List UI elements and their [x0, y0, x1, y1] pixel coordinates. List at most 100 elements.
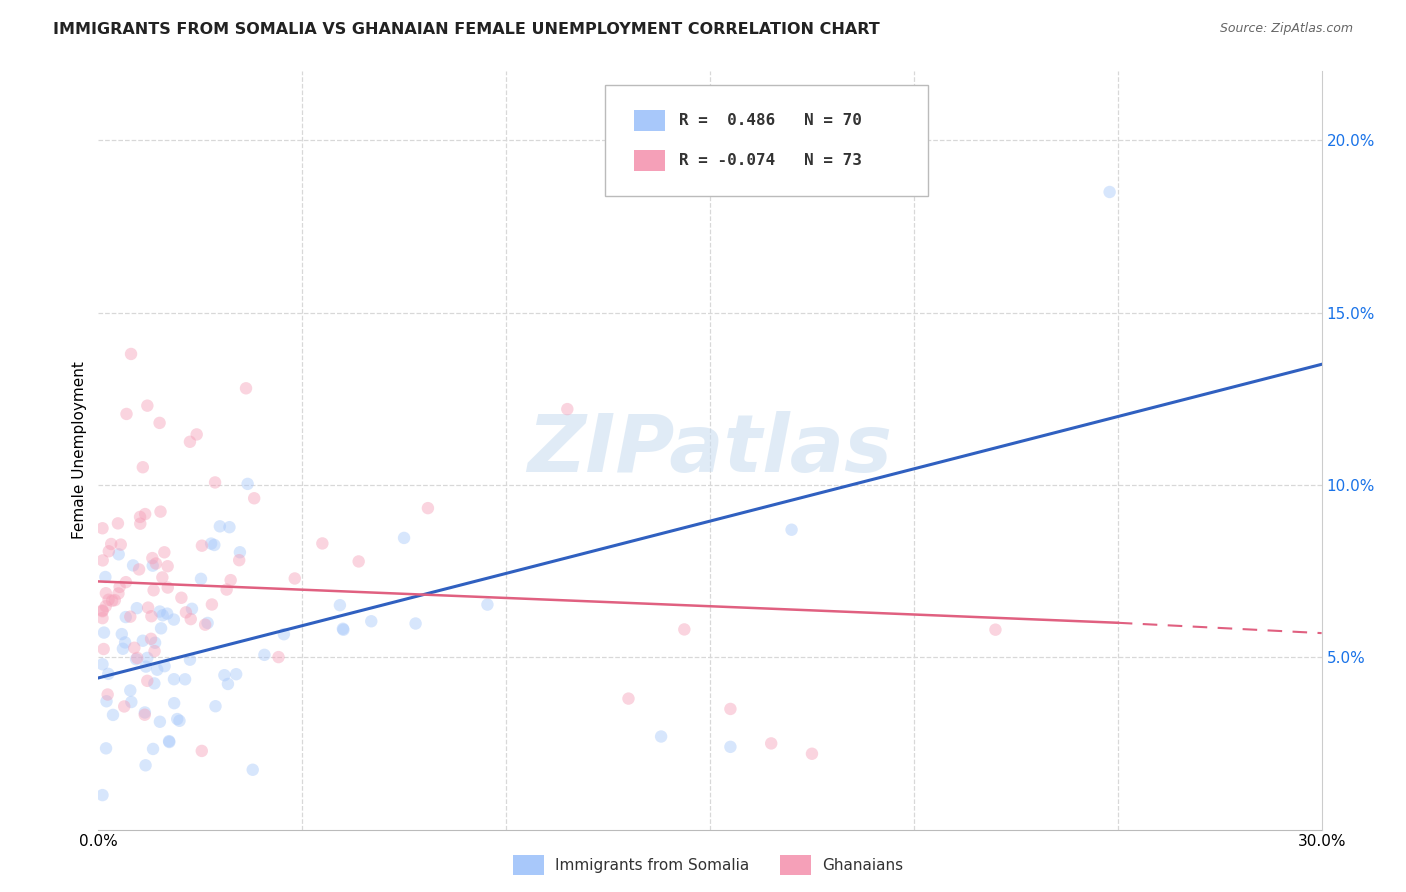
Point	[114, 635, 136, 649]
Point	[94, 599, 117, 614]
Point	[273, 627, 295, 641]
Point	[202, 538, 225, 552]
Point	[125, 601, 148, 615]
Point	[163, 672, 186, 686]
Point	[153, 545, 176, 559]
Point	[673, 623, 696, 637]
Text: IMMIGRANTS FROM SOMALIA VS GHANAIAN FEMALE UNEMPLOYMENT CORRELATION CHART: IMMIGRANTS FROM SOMALIA VS GHANAIAN FEMA…	[53, 22, 880, 37]
Point	[110, 538, 132, 552]
Point	[142, 583, 165, 598]
Point	[218, 520, 240, 534]
Point	[1098, 185, 1121, 199]
Point	[360, 614, 382, 628]
Point	[253, 648, 276, 662]
Point	[143, 676, 166, 690]
Point	[347, 554, 370, 568]
Point	[94, 741, 117, 756]
Point	[235, 381, 257, 395]
Point	[97, 688, 120, 702]
Point	[180, 612, 202, 626]
Point	[134, 706, 156, 720]
Point	[236, 476, 259, 491]
Point	[124, 640, 146, 655]
Point	[416, 501, 439, 516]
Point	[136, 399, 159, 413]
Point	[145, 557, 167, 571]
Point	[149, 605, 172, 619]
Point	[96, 694, 118, 708]
Point	[142, 742, 165, 756]
Point	[229, 545, 252, 559]
Point	[120, 683, 142, 698]
Point	[650, 730, 672, 744]
Point	[107, 586, 129, 600]
Point	[125, 652, 148, 666]
Point	[169, 714, 191, 728]
Point	[143, 644, 166, 658]
Point	[91, 603, 114, 617]
Point	[267, 650, 290, 665]
Point	[127, 651, 149, 665]
Point	[405, 616, 427, 631]
Point	[197, 615, 219, 630]
Point	[120, 347, 142, 361]
Text: R =  0.486   N = 70: R = 0.486 N = 70	[679, 113, 862, 128]
Point	[186, 427, 208, 442]
Point	[477, 598, 499, 612]
Point	[91, 521, 114, 535]
Point	[150, 621, 173, 635]
Point	[136, 651, 159, 665]
Point	[107, 547, 129, 561]
Point	[332, 622, 354, 636]
Point	[156, 581, 179, 595]
Point	[97, 666, 120, 681]
Point	[142, 558, 165, 573]
Point	[141, 551, 163, 566]
Point	[115, 575, 138, 590]
Point	[780, 523, 803, 537]
Point	[190, 572, 212, 586]
Point	[208, 519, 231, 533]
Text: ZIPatlas: ZIPatlas	[527, 411, 893, 490]
Point	[129, 516, 152, 531]
Point	[108, 580, 131, 594]
Point	[135, 758, 157, 772]
Point	[219, 573, 242, 587]
Point	[174, 605, 197, 619]
Point	[93, 625, 115, 640]
Point	[152, 608, 174, 623]
Point	[134, 507, 156, 521]
Text: Immigrants from Somalia: Immigrants from Somalia	[555, 857, 749, 872]
Point	[242, 763, 264, 777]
Point	[111, 627, 134, 641]
Point	[128, 562, 150, 576]
Point	[132, 460, 155, 475]
Text: Source: ZipAtlas.com: Source: ZipAtlas.com	[1219, 22, 1353, 36]
Point	[107, 516, 129, 531]
Point	[555, 402, 579, 417]
Point	[135, 659, 157, 673]
Point	[91, 611, 114, 625]
Point	[392, 531, 415, 545]
Point	[984, 623, 1007, 637]
Point	[718, 702, 742, 716]
Point	[101, 593, 124, 607]
Point	[181, 602, 204, 616]
Point	[91, 788, 114, 802]
Point	[146, 663, 169, 677]
Point	[179, 653, 201, 667]
Point	[225, 667, 247, 681]
Point	[228, 553, 250, 567]
Point	[200, 536, 222, 550]
Point	[156, 559, 179, 574]
Point	[617, 691, 640, 706]
Point	[143, 636, 166, 650]
Point	[136, 600, 159, 615]
Point	[134, 707, 156, 722]
Point	[801, 747, 824, 761]
Point	[332, 623, 354, 637]
Point	[243, 491, 266, 506]
Point	[139, 632, 162, 646]
Point	[217, 677, 239, 691]
Point	[149, 714, 172, 729]
